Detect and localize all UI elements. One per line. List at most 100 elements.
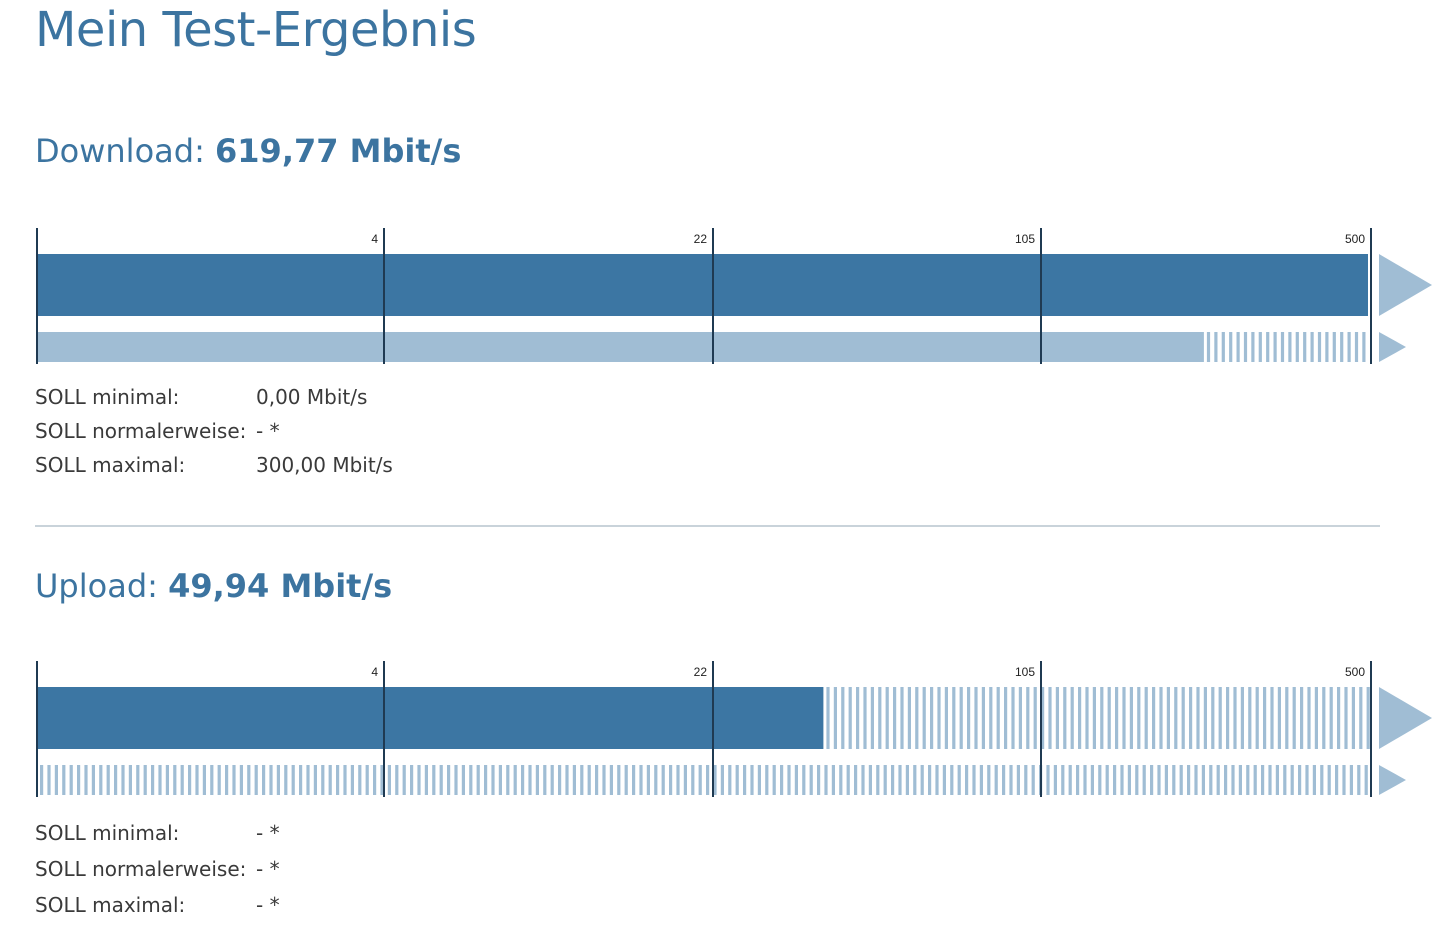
- measured-remainder-stripe: [1048, 687, 1052, 749]
- reference-stripe: [69, 765, 73, 795]
- reference-stripe: [935, 765, 939, 795]
- reference-stripe: [1068, 765, 1072, 795]
- reference-stripe: [609, 765, 613, 795]
- reference-stripe: [1364, 765, 1368, 795]
- soll-label: SOLL minimal:: [35, 385, 180, 409]
- reference-stripe: [846, 765, 850, 795]
- reference-stripe: [1258, 332, 1262, 362]
- reference-stripe: [373, 765, 377, 795]
- reference-stripe: [1268, 765, 1272, 795]
- measured-remainder-stripe: [944, 687, 948, 749]
- reference-stripe: [158, 765, 162, 795]
- reference-stripe: [572, 765, 576, 795]
- reference-stripe: [1201, 765, 1205, 795]
- reference-stripe: [254, 765, 258, 795]
- reference-stripe: [1317, 332, 1322, 362]
- measured-remainder-stripe: [1322, 687, 1326, 749]
- reference-stripe: [165, 765, 169, 795]
- reference-stripe: [987, 765, 991, 795]
- measured-remainder-stripe: [1307, 687, 1311, 749]
- reference-stripe: [188, 765, 192, 795]
- reference-stripe: [891, 765, 895, 795]
- reference-stripe: [920, 765, 924, 795]
- measured-bar: [37, 687, 824, 749]
- measured-remainder-stripe: [856, 687, 860, 749]
- reference-stripe: [284, 765, 288, 795]
- reference-stripe: [942, 765, 946, 795]
- measured-arrow-icon: [1379, 254, 1432, 316]
- reference-stripe: [706, 765, 710, 795]
- reference-stripe: [565, 765, 569, 795]
- reference-stripe: [136, 765, 140, 795]
- reference-stripe: [276, 765, 280, 795]
- page-title: Mein Test-Ergebnis: [35, 2, 477, 58]
- reference-stripe: [239, 765, 243, 795]
- reference-stripe: [602, 765, 606, 795]
- reference-stripe: [1349, 765, 1353, 795]
- reference-stripe: [232, 765, 236, 795]
- measured-remainder-stripe: [1070, 687, 1074, 749]
- reference-stripe: [839, 765, 843, 795]
- reference-stripe: [1362, 332, 1366, 362]
- reference-stripe: [1288, 332, 1292, 362]
- measured-remainder-stripe: [848, 687, 852, 749]
- reference-stripe: [402, 765, 406, 795]
- reference-stripe: [1046, 765, 1050, 795]
- reference-stripe: [876, 765, 880, 795]
- reference-stripe: [128, 765, 132, 795]
- measured-remainder-stripe: [1011, 687, 1015, 749]
- measured-remainder-stripe: [878, 687, 882, 749]
- measured-remainder-stripe: [1107, 687, 1111, 749]
- soll-label: SOLL normalerweise:: [35, 857, 247, 881]
- reference-stripe: [62, 765, 66, 795]
- reference-stripe: [476, 765, 480, 795]
- reference-stripe: [972, 765, 976, 795]
- reference-stripe: [735, 765, 739, 795]
- measured-remainder-stripe: [1359, 687, 1363, 749]
- reference-stripe: [1157, 765, 1161, 795]
- reference-stripe: [772, 765, 776, 795]
- reference-stripe: [654, 765, 658, 795]
- soll-value: - *: [256, 857, 280, 881]
- reference-stripe: [757, 765, 761, 795]
- measured-remainder-stripe: [907, 687, 911, 749]
- reference-stripe: [661, 765, 665, 795]
- reference-stripe: [550, 765, 554, 795]
- reference-stripe: [484, 765, 488, 795]
- reference-stripe: [47, 765, 51, 795]
- reference-arrow-icon: [1379, 332, 1406, 362]
- reference-stripe: [417, 765, 421, 795]
- reference-stripe: [1113, 765, 1117, 795]
- reference-stripe: [646, 765, 650, 795]
- reference-stripe: [1261, 765, 1265, 795]
- reference-stripe: [1342, 765, 1346, 795]
- download-heading: Download: 619,77 Mbit/s: [35, 132, 461, 170]
- measured-remainder-stripe: [893, 687, 897, 749]
- reference-stripe: [854, 765, 858, 795]
- measured-remainder-stripe: [952, 687, 956, 749]
- reference-stripe: [1354, 332, 1359, 362]
- reference-stripe: [817, 765, 821, 795]
- measured-remainder-stripe: [1366, 687, 1370, 749]
- reference-stripe: [1357, 765, 1361, 795]
- reference-stripe: [743, 765, 747, 795]
- reference-stripe: [121, 765, 125, 795]
- reference-stripe: [824, 765, 828, 795]
- reference-stripe: [780, 765, 784, 795]
- measured-remainder-stripe: [841, 687, 845, 749]
- reference-stripe: [1251, 332, 1255, 362]
- reference-stripe: [1024, 765, 1028, 795]
- reference-stripe: [1340, 332, 1344, 362]
- reference-stripe: [1061, 765, 1065, 795]
- scale-tick-label: 500: [1345, 665, 1365, 679]
- reference-stripe: [1327, 765, 1331, 795]
- reference-stripe: [787, 765, 791, 795]
- measured-arrow-icon: [1379, 687, 1432, 749]
- measured-remainder-stripe: [922, 687, 926, 749]
- measured-remainder-stripe: [989, 687, 993, 749]
- reference-stripe: [831, 765, 835, 795]
- reference-stripe: [1290, 765, 1294, 795]
- reference-stripe: [291, 765, 295, 795]
- measured-remainder-stripe: [967, 687, 971, 749]
- reference-stripe: [1266, 332, 1270, 362]
